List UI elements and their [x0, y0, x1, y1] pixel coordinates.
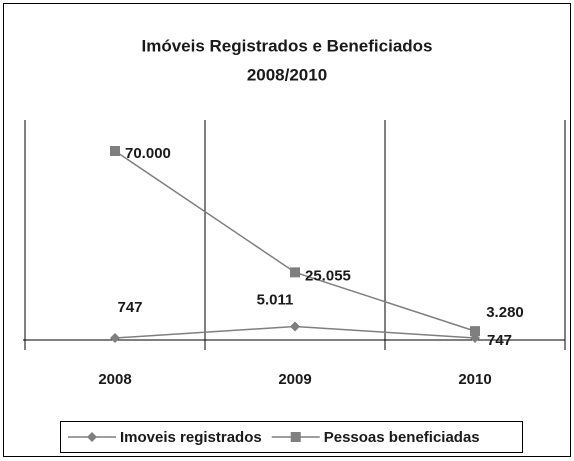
data-label: 70.000 — [125, 145, 171, 162]
legend-marker — [290, 432, 301, 442]
x-tick-label: 2008 — [98, 371, 131, 388]
point — [290, 321, 300, 332]
data-label: 5.011 — [257, 291, 294, 308]
data-label: 747 — [487, 332, 512, 349]
x-tick-label: 2009 — [278, 371, 311, 388]
point — [110, 332, 120, 343]
legend-marker — [87, 432, 97, 442]
data-label: 25.055 — [305, 267, 351, 284]
chart-border — [3, 3, 571, 457]
chart-title: Imóveis Registrados e Beneficiados — [142, 36, 433, 55]
point — [290, 267, 300, 278]
legend-label: Imoveis registrados — [120, 429, 262, 446]
point — [470, 326, 480, 337]
chart-subtitle: 2008/2010 — [247, 65, 327, 84]
x-tick-label: 2010 — [458, 371, 491, 388]
point — [110, 146, 120, 156]
data-label: 3.280 — [486, 304, 524, 321]
legend-label: Pessoas beneficiadas — [324, 429, 480, 446]
data-label: 747 — [117, 299, 142, 316]
